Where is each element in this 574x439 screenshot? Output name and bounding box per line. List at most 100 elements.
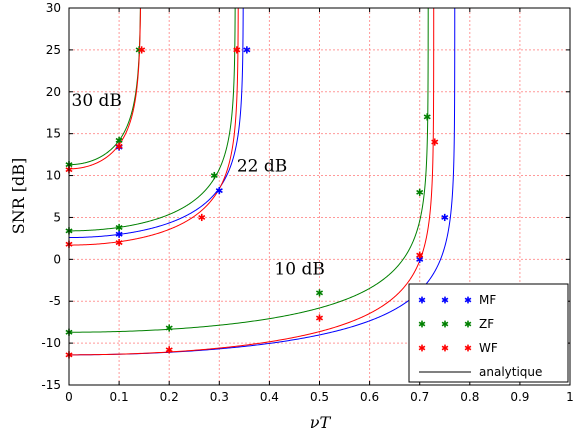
y-tick-label: 20 [46, 85, 61, 99]
y-tick-label: -15 [41, 378, 61, 392]
x-tick-label: 0.1 [110, 390, 129, 404]
x-tick-label: 0.8 [460, 390, 479, 404]
marker-ZF [416, 188, 424, 196]
y-tick-label: -5 [49, 294, 61, 308]
y-axis-label: SNR [dB] [9, 158, 28, 235]
marker-WF-stroke [233, 47, 241, 53]
legend-label-ZF: ZF [479, 317, 494, 331]
marker-WF [138, 46, 146, 54]
analytic-curve-red [69, 8, 141, 170]
marker-WF-stroke [315, 315, 324, 321]
marker-WF [198, 213, 206, 222]
analytic-curve-red [69, 8, 435, 356]
legend-label-analytique: analytique [479, 365, 542, 379]
x-axis-label: νT [310, 413, 332, 432]
marker-ZF [423, 113, 431, 121]
y-tick-label: 10 [46, 169, 61, 183]
legend-marker-ZF [418, 320, 426, 328]
legend-marker-ZF [441, 320, 449, 328]
analytic-curve-green [69, 8, 236, 232]
marker-WF [315, 314, 324, 322]
marker-MF-stroke [215, 188, 223, 194]
analytic-curve-green [69, 8, 429, 333]
curve-layer [69, 8, 456, 356]
marker-WF-stroke [138, 47, 146, 53]
y-tick-label: 5 [53, 210, 61, 224]
marker-WF-stroke [416, 252, 424, 258]
marker-WF [233, 46, 241, 54]
x-tick-label: 1 [566, 390, 574, 404]
marker-WF [431, 138, 439, 146]
legend-marker-MF-stroke [418, 297, 426, 303]
marker-ZF-stroke [315, 290, 324, 296]
annotation-layer: 30 dB 22 dB 10 dB [72, 91, 325, 279]
marker-MF-stroke [416, 256, 424, 262]
marker-ZF-stroke [115, 225, 123, 230]
marker-layer [65, 46, 449, 359]
marker-WF-stroke [431, 139, 439, 145]
y-tick-label: 15 [46, 127, 61, 141]
legend-marker-MF [441, 296, 449, 304]
curve-annotation: 22 dB [237, 156, 287, 176]
legend-marker-MF-stroke [441, 297, 449, 303]
tick-layer: 0 0.1 0.2 0.3 0.4 0.5 0.6 0.7 0.8 0.9 1 -15 -10 -5 0 5 1… [41, 1, 573, 404]
x-tick-label: 0.9 [510, 390, 529, 404]
legend-marker-ZF-stroke [441, 321, 449, 327]
legend-marker-WF [441, 344, 449, 352]
y-tick-label: 30 [46, 1, 61, 15]
x-tick-label: 0.6 [360, 390, 379, 404]
legend-marker-MF-stroke [464, 297, 472, 303]
x-tick-label: 0.7 [410, 390, 429, 404]
marker-MF-stroke [441, 214, 449, 220]
marker-MF-stroke [115, 231, 123, 237]
marker-WF-stroke [165, 347, 173, 353]
marker-WF [115, 238, 123, 247]
marker-ZF-stroke [165, 325, 173, 331]
analytic-curve-blue [69, 8, 456, 356]
curve-annotation: 10 dB [274, 259, 324, 279]
marker-WF-stroke [115, 143, 123, 149]
y-tick-label: -10 [41, 336, 61, 350]
curve-annotation: 30 dB [72, 91, 122, 111]
marker-ZF [165, 324, 173, 332]
marker-WF [165, 346, 173, 354]
legend: MF ZF WF analytique [408, 283, 569, 383]
marker-ZF-stroke [423, 114, 431, 120]
legend-marker-WF [464, 344, 472, 352]
marker-WF-stroke [115, 240, 123, 246]
legend-box [408, 283, 569, 383]
analytic-curve-red [69, 8, 239, 246]
legend-marker-WF [418, 344, 426, 352]
legend-marker-ZF [464, 320, 472, 328]
marker-ZF-stroke [210, 173, 218, 179]
legend-marker-ZF-stroke [418, 321, 426, 327]
marker-ZF-stroke [416, 189, 424, 195]
marker-WF [115, 142, 123, 150]
x-tick-label: 0.3 [210, 390, 229, 404]
marker-MF [243, 46, 251, 54]
x-tick-label: 0 [65, 390, 73, 404]
marker-ZF [210, 171, 218, 180]
legend-marker-MF [418, 296, 426, 304]
x-tick-label: 0.5 [310, 390, 329, 404]
y-tick-label: 0 [53, 252, 61, 266]
legend-marker-WF-stroke [418, 345, 426, 351]
marker-ZF [115, 223, 123, 232]
legend-marker-MF [464, 296, 472, 304]
legend-label-MF: MF [479, 293, 496, 307]
legend-marker-ZF-stroke [464, 321, 472, 327]
marker-MF [441, 213, 449, 222]
marker-ZF [315, 289, 324, 297]
x-tick-label: 0.4 [260, 390, 279, 404]
marker-MF [115, 230, 123, 238]
marker-ZF-stroke [115, 137, 123, 143]
marker-WF-stroke [198, 214, 206, 220]
legend-marker-WF-stroke [441, 345, 449, 351]
legend-label-WF: WF [479, 341, 498, 355]
marker-MF [215, 187, 223, 195]
y-tick-label: 25 [46, 43, 61, 57]
legend-marker-WF-stroke [464, 345, 472, 351]
marker-MF-stroke [243, 47, 251, 53]
